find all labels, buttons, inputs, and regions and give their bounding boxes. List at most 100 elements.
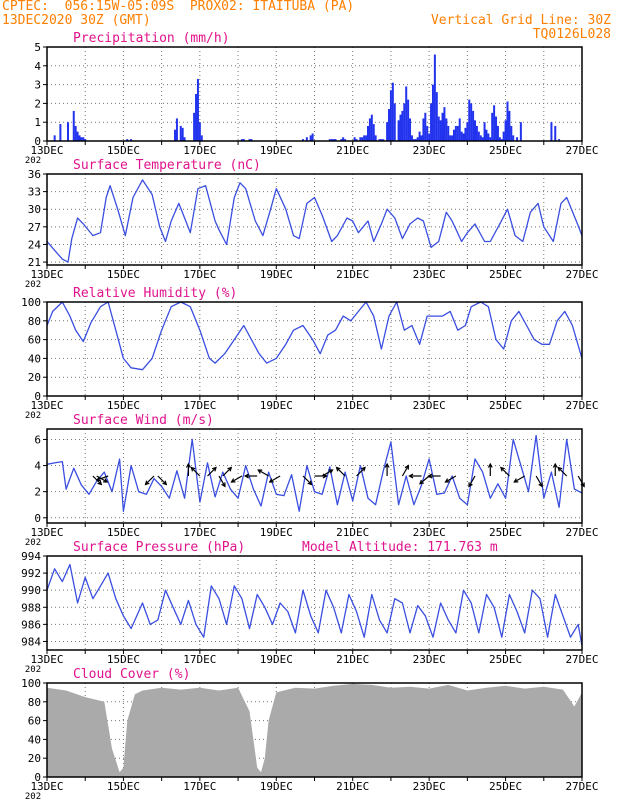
precip-bar: [181, 127, 184, 141]
precip-bar: [409, 118, 412, 141]
rh-series-line: [46, 301, 583, 371]
wind-arrow-head: [190, 466, 196, 472]
wind-arrow-head: [538, 482, 543, 488]
wind-arrow: [190, 466, 201, 477]
x-date-label: 25DEC: [489, 526, 522, 539]
wind-arrow: [335, 466, 346, 477]
precip-bar: [439, 120, 442, 141]
precip-bar: [179, 125, 182, 141]
precip-bar: [391, 82, 394, 141]
precip-bar: [361, 137, 364, 141]
y-tick-label: 60: [28, 334, 41, 347]
precip-bar: [195, 94, 198, 141]
precip-bar: [498, 137, 501, 141]
y-tick-label: 984: [21, 635, 41, 648]
precip-bar: [558, 139, 561, 141]
run-code: TQ0126L028: [532, 27, 611, 42]
precip-bar: [496, 125, 499, 141]
precip-bar: [397, 120, 400, 141]
x-date-label: 25DEC: [489, 653, 522, 666]
wind-arrow: [157, 475, 168, 486]
precip-bar: [479, 135, 482, 141]
y-tick-label: 21: [28, 256, 41, 269]
wind-arrow-shaft: [96, 475, 108, 483]
precip-bar: [365, 135, 368, 141]
precip-bar: [462, 133, 465, 141]
wind-arrow: [577, 475, 585, 488]
precip-bar: [130, 139, 133, 141]
precip-bar: [342, 137, 345, 141]
wind-arrow: [487, 462, 493, 476]
vertical-grid-note: Vertical Grid Line: 30Z: [430, 13, 611, 28]
precip-bar: [340, 139, 343, 141]
x-date-label: 19DEC: [260, 780, 293, 793]
wind-arrow-head: [468, 482, 473, 488]
precip-bar: [355, 139, 358, 141]
precip-bar: [388, 109, 391, 141]
precip-bar: [399, 114, 402, 141]
wind-arrow-head: [162, 480, 168, 486]
cloud-title: Cloud Cover (%): [73, 667, 190, 682]
precip-bar: [386, 122, 389, 141]
y-tick-label: 20: [28, 371, 41, 384]
precip-bar: [198, 122, 201, 141]
precip-bar: [500, 139, 503, 141]
precip-bar: [59, 124, 62, 141]
x-date-label: 15DEC: [107, 526, 140, 539]
x-year-label: 202: [25, 156, 41, 166]
precip-bar: [418, 131, 421, 141]
x-date-label: 17DEC: [183, 144, 216, 157]
wind-arrow-shaft: [257, 469, 269, 477]
x-date-label: 19DEC: [260, 399, 293, 412]
precip-bar: [84, 139, 87, 141]
wind-arrow: [207, 466, 217, 477]
x-date-label: 13DEC: [30, 780, 63, 793]
x-year-label: 202: [25, 792, 41, 800]
precip-bar: [174, 129, 177, 141]
precip-bar: [407, 99, 410, 141]
precip-bar: [367, 125, 369, 141]
wind-arrow: [321, 469, 334, 477]
wind-arrow-head: [408, 473, 414, 479]
x-date-label: 19DEC: [260, 144, 293, 157]
x-date-label: 17DEC: [183, 780, 216, 793]
x-year-label: 202: [25, 538, 41, 548]
wind-arrow-head: [418, 479, 424, 485]
precip-bar: [193, 112, 196, 141]
precip-bar: [483, 122, 486, 141]
x-date-label: 27DEC: [565, 653, 598, 666]
wind-arrow-head: [230, 478, 236, 483]
wind-arrow-head: [227, 466, 233, 472]
precip-bar: [456, 125, 459, 141]
x-date-label: 19DEC: [260, 268, 293, 281]
rh-panel: 0 20 40 60 80 100 13DEC 15DEC 17DEC 19DEC 21DEC 23D…: [21, 286, 598, 421]
x-date-label: 21DEC: [336, 399, 369, 412]
precip-bar: [78, 135, 81, 141]
wind-arrow: [468, 475, 476, 488]
y-tick-label: 994: [21, 550, 41, 563]
precip-bar: [433, 54, 436, 141]
wind-panel: 0 2 4 6 13DEC 15DEC 17DEC 19DEC 21DEC 23DEC 25DEC 2…: [25, 413, 599, 548]
x-date-label: 21DEC: [336, 144, 369, 157]
precip-bar: [67, 122, 70, 141]
y-tick-label: 986: [21, 618, 41, 631]
y-tick-label: 4: [34, 60, 41, 73]
y-tick-label: 1: [34, 116, 41, 129]
x-date-label: 23DEC: [413, 399, 446, 412]
wind-arrow-shaft: [231, 475, 243, 483]
precip-bar: [368, 118, 371, 141]
wind-arrow: [268, 475, 281, 483]
precip-bar: [493, 105, 496, 141]
precip-bar: [380, 139, 383, 141]
x-date-label: 27DEC: [565, 268, 598, 281]
precip-bar: [466, 122, 469, 141]
precip-bar: [495, 116, 498, 141]
precip-bar: [80, 137, 83, 141]
y-tick-label: 60: [28, 715, 41, 728]
run-date: 13DEC2020 30Z (GMT): [2, 13, 151, 28]
y-tick-label: 4: [34, 460, 41, 473]
y-tick-label: 80: [28, 696, 41, 709]
precip-bar: [489, 137, 492, 141]
y-tick-label: 0: [34, 771, 41, 784]
precip-bar: [475, 125, 478, 141]
